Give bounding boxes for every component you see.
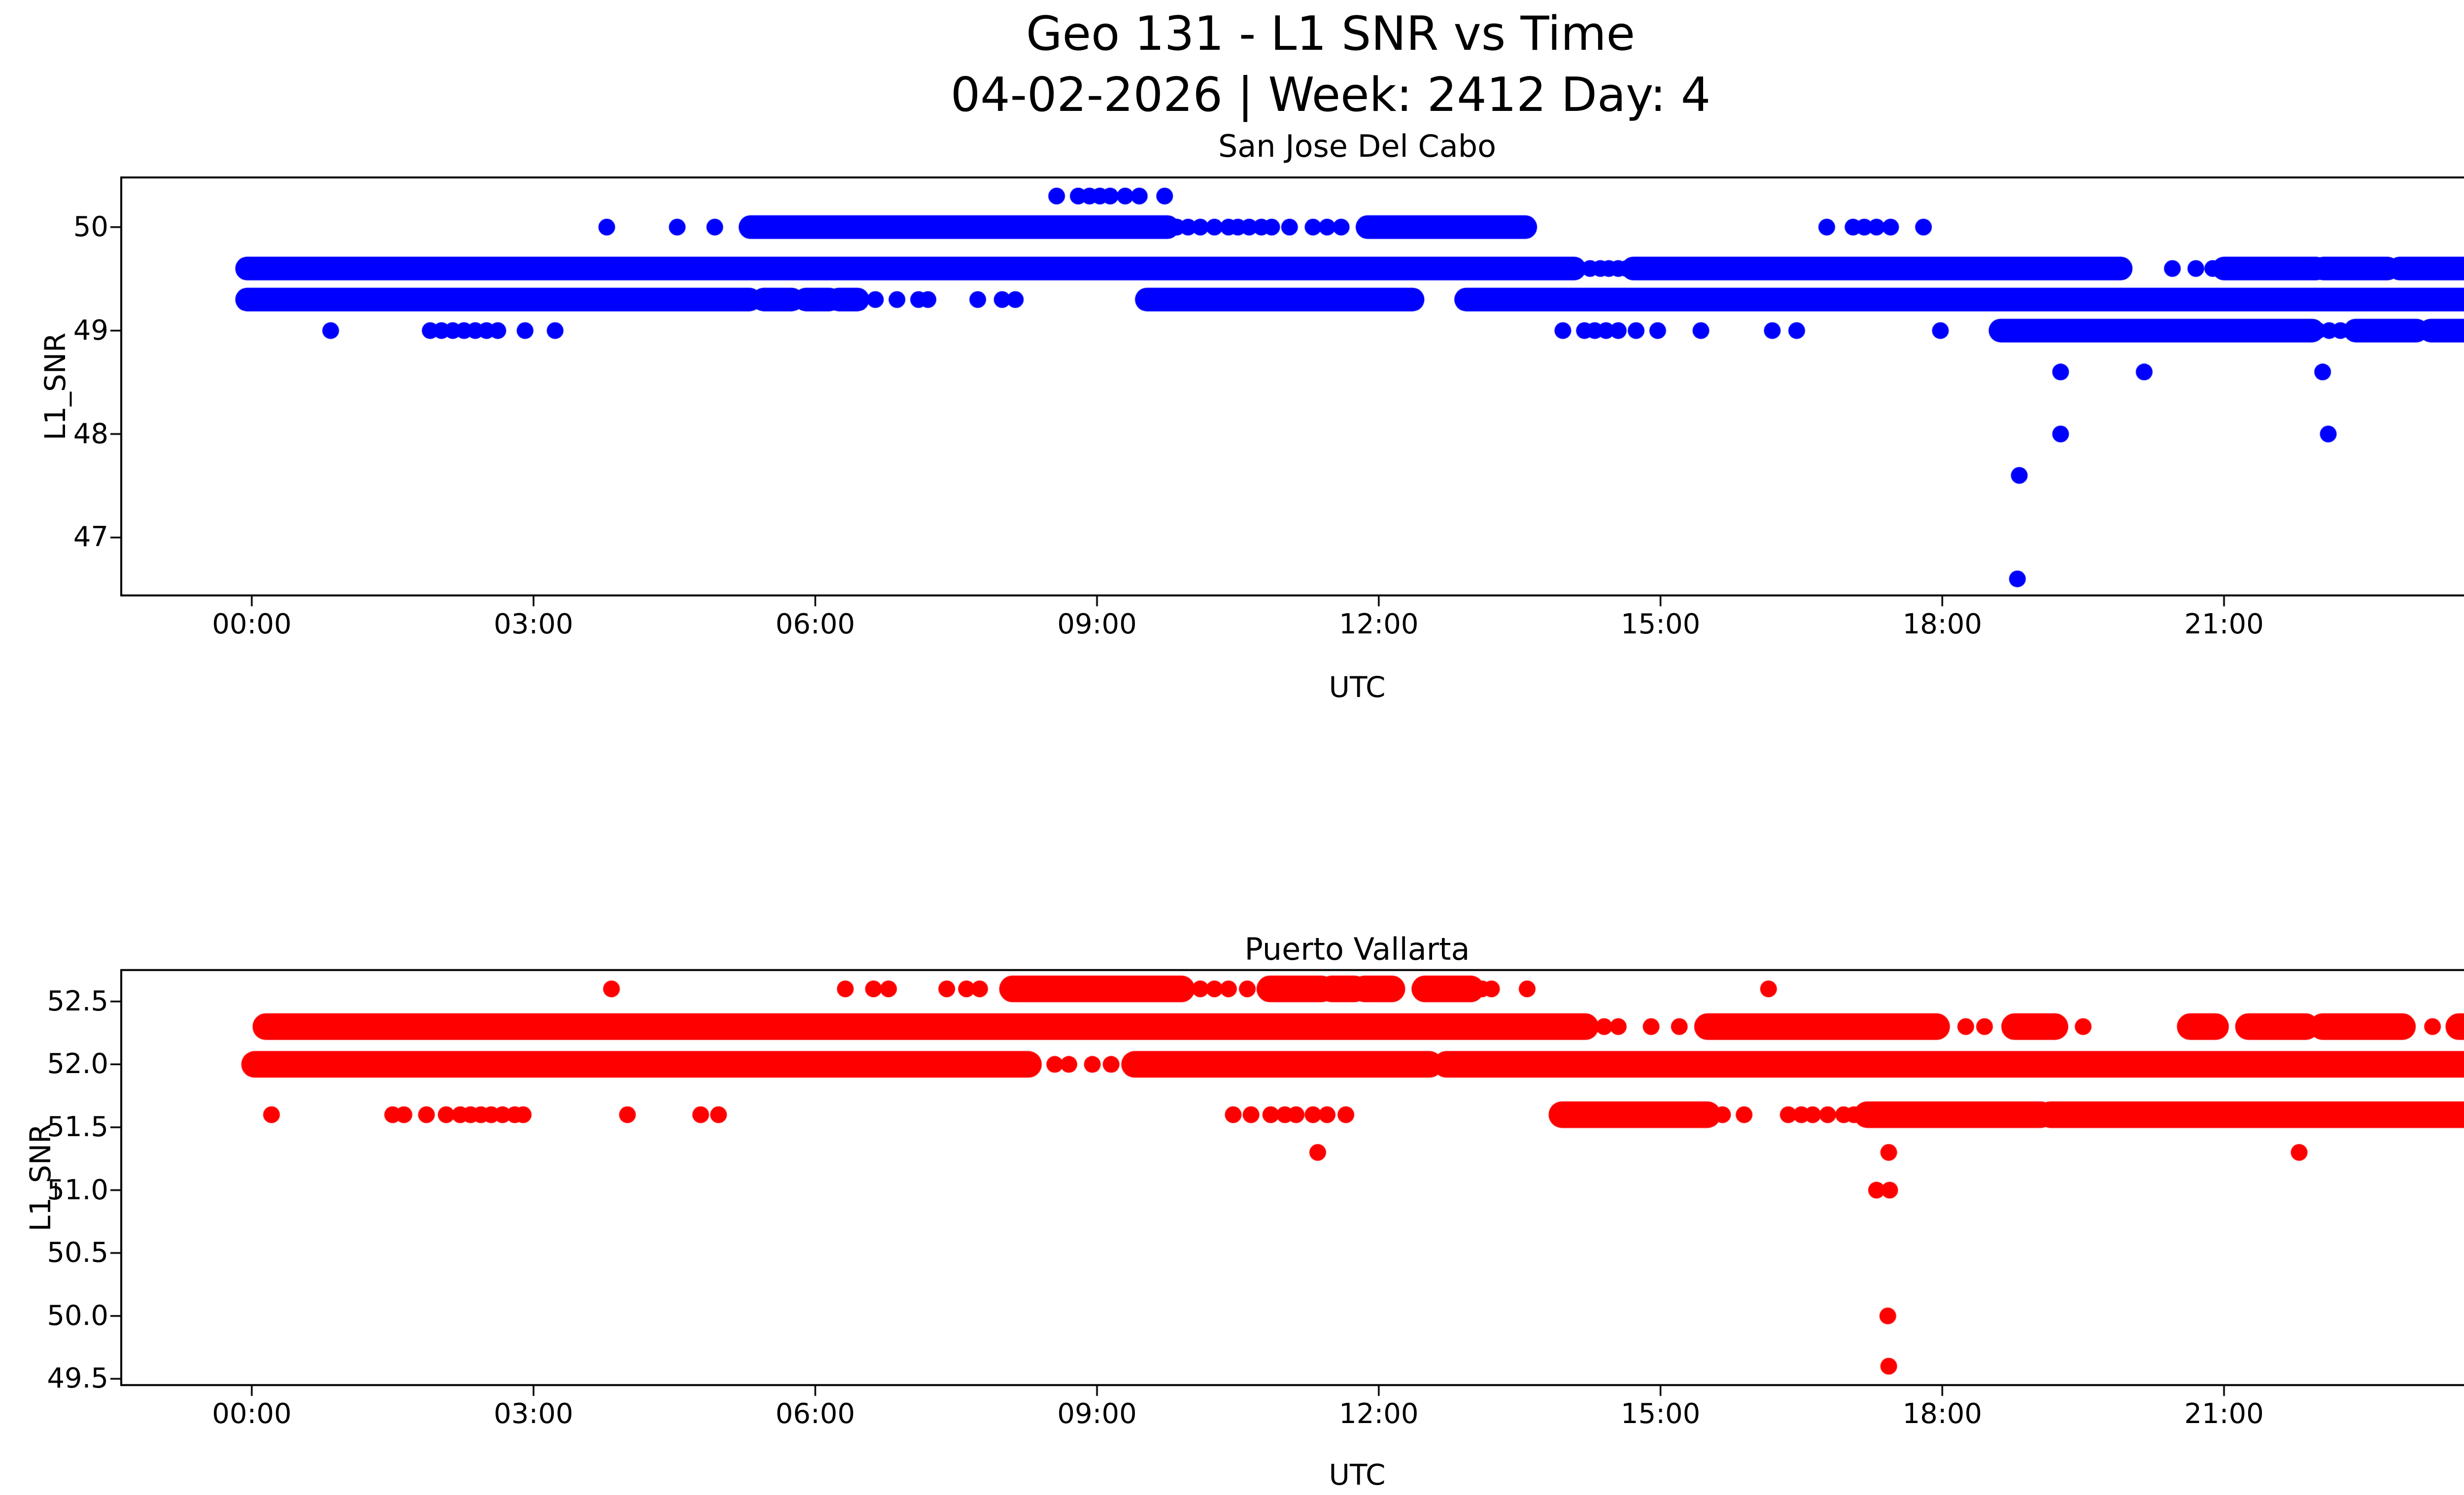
y-axis-label-top: L1_SNR: [38, 332, 72, 441]
x-axis-label-bottom: UTC: [1329, 1458, 1386, 1492]
x-axis-label-top: UTC: [1329, 670, 1386, 704]
figure-title-line1: Geo 131 - L1 SNR vs Time: [1026, 7, 1635, 61]
figure-title-line2: 04-02-2026 | Week: 2412 Day: 4: [950, 68, 1711, 122]
subplot-title-puerto-vallarta: Puerto Vallarta: [1244, 931, 1470, 967]
y-axis-label-bottom: L1_SNR: [24, 1123, 57, 1232]
subplot-title-san-jose-del-cabo: San Jose Del Cabo: [1218, 128, 1497, 164]
